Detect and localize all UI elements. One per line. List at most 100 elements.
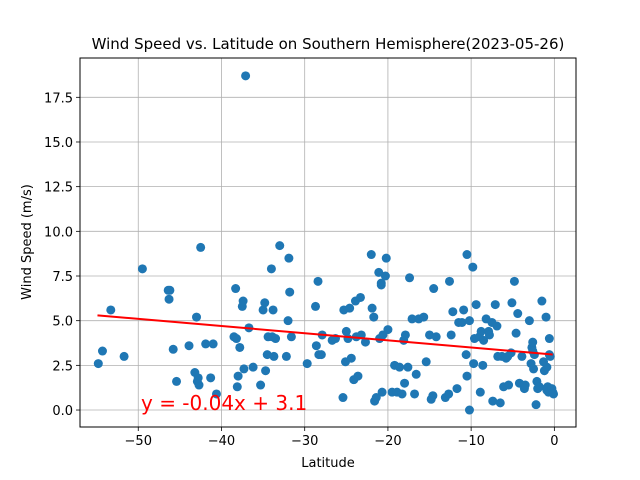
data-point <box>529 350 539 360</box>
data-point <box>285 287 295 297</box>
data-point <box>509 276 519 286</box>
gridlines <box>80 58 576 427</box>
data-point <box>341 326 351 336</box>
data-point <box>517 351 527 361</box>
data-point <box>286 332 296 342</box>
data-point <box>464 316 474 326</box>
data-point <box>448 307 458 317</box>
data-point <box>534 382 544 392</box>
data-point <box>346 353 356 363</box>
data-point <box>462 250 472 260</box>
data-point <box>271 334 281 344</box>
data-point <box>193 373 203 383</box>
data-point <box>431 332 441 342</box>
data-point <box>275 241 285 251</box>
data-point <box>377 387 387 397</box>
data-point <box>468 262 478 272</box>
data-point <box>476 326 486 336</box>
data-point <box>471 300 481 310</box>
data-point <box>302 359 312 369</box>
data-point <box>544 334 554 344</box>
data-point <box>478 360 488 370</box>
data-point <box>261 366 271 376</box>
x-tick-label: −40 <box>208 434 235 449</box>
data-point <box>201 339 211 349</box>
data-point <box>235 342 245 352</box>
x-tick-label: −30 <box>291 434 318 449</box>
data-point <box>400 330 410 340</box>
data-point <box>407 314 417 324</box>
data-point <box>313 276 323 286</box>
data-point <box>428 391 438 401</box>
data-point <box>469 359 479 369</box>
data-point <box>119 351 129 361</box>
data-point <box>490 300 500 310</box>
data-point <box>338 393 348 403</box>
data-point <box>444 389 454 399</box>
data-point <box>421 357 431 367</box>
data-point <box>172 376 182 386</box>
data-point <box>369 312 379 322</box>
data-point <box>488 396 498 406</box>
data-point <box>284 253 294 263</box>
y-tick-label: 12.5 <box>44 181 73 196</box>
data-point <box>208 339 218 349</box>
data-point <box>492 321 502 331</box>
data-point <box>374 267 384 277</box>
data-point <box>411 369 421 379</box>
data-point <box>343 334 353 344</box>
data-point <box>475 387 485 397</box>
data-point <box>106 305 116 315</box>
data-point <box>513 309 523 319</box>
data-point <box>461 350 471 360</box>
data-point <box>464 405 474 415</box>
data-point <box>231 334 241 344</box>
data-point <box>355 292 365 302</box>
data-point <box>452 384 462 394</box>
x-tick-label: 0 <box>550 434 558 449</box>
y-tick-label: 0.0 <box>52 404 73 419</box>
data-point <box>541 312 551 322</box>
data-point <box>260 298 270 308</box>
data-point <box>495 398 505 408</box>
data-point <box>248 362 258 372</box>
data-point <box>479 335 489 345</box>
y-tick-label: 15.0 <box>44 136 73 151</box>
data-point <box>376 280 386 290</box>
data-point <box>93 359 103 369</box>
data-point <box>410 389 420 399</box>
data-point <box>164 294 174 304</box>
y-tick-label: 5.0 <box>52 315 73 330</box>
data-point <box>383 325 393 335</box>
data-point <box>366 250 376 260</box>
data-point <box>283 316 293 326</box>
data-point <box>520 380 530 390</box>
data-point <box>239 364 249 374</box>
data-point <box>367 303 377 313</box>
data-point <box>405 273 415 283</box>
data-point <box>211 389 221 399</box>
data-point <box>266 264 276 274</box>
data-point <box>445 276 455 286</box>
data-point <box>196 242 206 252</box>
x-tick-label: −20 <box>374 434 401 449</box>
data-point <box>507 298 517 308</box>
data-point <box>231 284 241 294</box>
data-point <box>537 296 547 306</box>
data-point <box>457 317 467 327</box>
data-point <box>238 296 248 306</box>
data-point <box>395 362 405 372</box>
data-point <box>353 371 363 381</box>
data-point <box>316 350 326 360</box>
data-points <box>93 71 559 415</box>
data-point <box>531 400 541 410</box>
data-point <box>165 285 175 295</box>
data-point <box>256 380 266 390</box>
plot-area-frame <box>79 57 577 428</box>
data-point <box>345 303 355 313</box>
data-point <box>258 305 268 315</box>
data-point <box>232 382 242 392</box>
data-point <box>549 389 559 399</box>
data-point <box>233 371 243 381</box>
data-point <box>206 373 216 383</box>
